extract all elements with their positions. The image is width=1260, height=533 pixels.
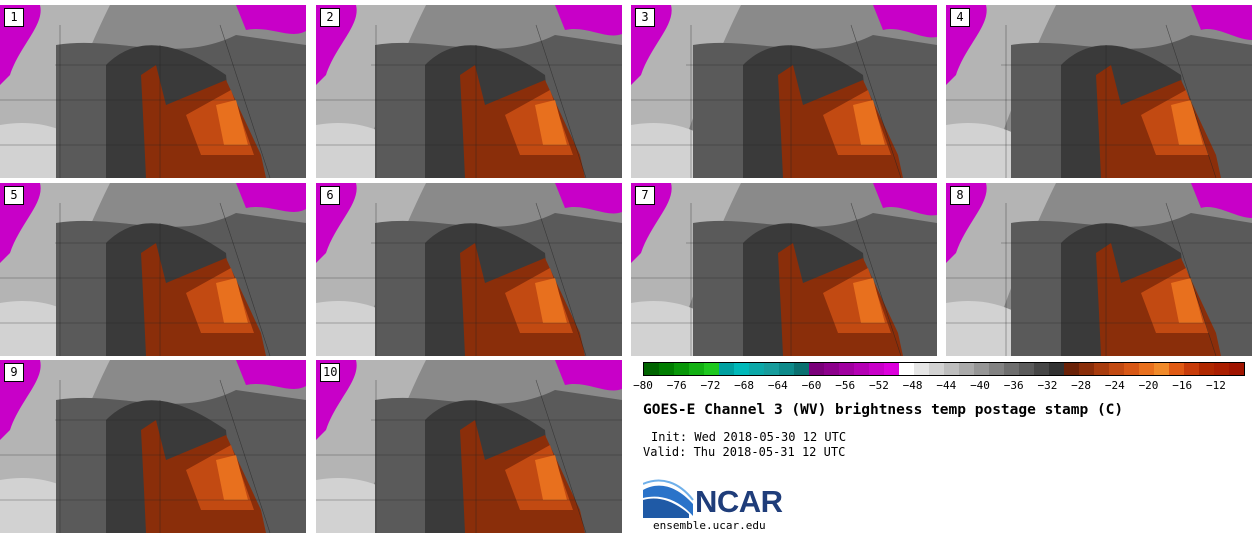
- colorbar-tick-label: −28: [1071, 379, 1092, 392]
- colorbar-tick-label: −32: [1037, 379, 1058, 392]
- panel-number-label: 3: [635, 8, 655, 27]
- panel-number-label: 6: [320, 186, 340, 205]
- figure-title: GOES-E Channel 3 (WV) brightness temp po…: [643, 402, 1124, 418]
- colorbar-swatch: [944, 363, 959, 375]
- colorbar-swatch: [1004, 363, 1019, 375]
- colorbar-swatch: [1049, 363, 1064, 375]
- colorbar-tick-label: −80: [633, 379, 653, 392]
- forecast-panel: 4: [946, 5, 1252, 178]
- forecast-panel: 7: [631, 183, 937, 356]
- colorbar-swatch: [1154, 363, 1169, 375]
- colorbar-swatch: [674, 363, 689, 375]
- forecast-panel: 9: [0, 360, 306, 533]
- colorbar-swatch: [1019, 363, 1034, 375]
- ncar-wordmark: NCAR: [695, 484, 783, 519]
- colorbar-swatch: [869, 363, 884, 375]
- colorbar-swatch: [884, 363, 899, 375]
- colorbar-swatch: [764, 363, 779, 375]
- colorbar-tick-label: −20: [1138, 379, 1159, 392]
- forecast-panel: 8: [946, 183, 1252, 356]
- colorbar-swatch: [989, 363, 1004, 375]
- forecast-panel: 6: [316, 183, 622, 356]
- colorbar-swatch: [959, 363, 974, 375]
- colorbar-swatch: [719, 363, 734, 375]
- wv-map: [316, 5, 622, 178]
- website-url: ensemble.ucar.edu: [653, 519, 766, 532]
- forecast-panel: 1: [0, 5, 306, 178]
- valid-time: Valid: Thu 2018-05-31 12 UTC: [643, 445, 846, 459]
- panel-number-label: 1: [4, 8, 24, 27]
- wv-map: [0, 5, 306, 178]
- colorbar-tick-label: −52: [868, 379, 889, 392]
- colorbar-swatch: [809, 363, 824, 375]
- colorbar-swatch: [1064, 363, 1079, 375]
- panel-number-label: 8: [950, 186, 970, 205]
- ncar-logo: NCAR: [642, 476, 803, 520]
- colorbar-tick-label: −44: [936, 379, 957, 392]
- colorbar-tick-label: −24: [1104, 379, 1125, 392]
- colorbar-swatch: [644, 363, 659, 375]
- colorbar-swatch: [929, 363, 944, 375]
- panel-number-label: 10: [320, 363, 341, 382]
- colorbar-swatch: [839, 363, 854, 375]
- colorbar-swatch: [1094, 363, 1109, 375]
- wv-map: [946, 5, 1252, 178]
- colorbar-swatch: [914, 363, 929, 375]
- colorbar-swatch: [1214, 363, 1229, 375]
- colorbar-tick-label: −40: [970, 379, 990, 392]
- colorbar-swatch: [974, 363, 989, 375]
- colorbar-swatch: [1229, 363, 1244, 375]
- colorbar-swatch: [1169, 363, 1184, 375]
- panel-number-label: 2: [320, 8, 340, 27]
- forecast-panel: 3: [631, 5, 937, 178]
- colorbar-tick-label: −60: [801, 379, 822, 392]
- colorbar-swatch: [1034, 363, 1049, 375]
- colorbar-swatch: [659, 363, 674, 375]
- colorbar-swatch: [1199, 363, 1214, 375]
- colorbar-swatch: [794, 363, 809, 375]
- colorbar-swatch: [734, 363, 749, 375]
- colorbar-swatch: [1124, 363, 1139, 375]
- colorbar-tick-label: −48: [902, 379, 923, 392]
- wv-map: [631, 5, 937, 178]
- colorbar-tick-label: −12: [1205, 379, 1226, 392]
- colorbar-tick-label: −16: [1172, 379, 1193, 392]
- wv-map: [631, 183, 937, 356]
- colorbar-swatch: [779, 363, 794, 375]
- panel-number-label: 7: [635, 186, 655, 205]
- colorbar-ticks: −80 −76 −72 −68 −64 −60 −56 −52 −48 −44 −40 −36 −32−…: [633, 379, 1249, 393]
- colorbar-swatch: [1184, 363, 1199, 375]
- ncar-swoosh-icon: [642, 479, 694, 518]
- forecast-panel: 10: [316, 360, 622, 533]
- panel-number-label: 5: [4, 186, 24, 205]
- colorbar: [643, 362, 1245, 376]
- panel-number-label: 4: [950, 8, 970, 27]
- colorbar-swatch: [749, 363, 764, 375]
- panel-number-label: 9: [4, 363, 24, 382]
- colorbar-swatch: [704, 363, 719, 375]
- wv-map: [0, 183, 306, 356]
- wv-map: [946, 183, 1252, 356]
- forecast-panel: 2: [316, 5, 622, 178]
- colorbar-tick-label: −72: [700, 379, 721, 392]
- colorbar-tick-label: −56: [835, 379, 856, 392]
- colorbar-swatch: [1109, 363, 1124, 375]
- forecast-panel: 5: [0, 183, 306, 356]
- init-time: Init: Wed 2018-05-30 12 UTC: [651, 430, 847, 444]
- colorbar-tick-label: −68: [734, 379, 755, 392]
- colorbar-tick-label: −64: [767, 379, 788, 392]
- wv-map: [0, 360, 306, 533]
- colorbar-swatch: [854, 363, 869, 375]
- colorbar-tick-label: −76: [666, 379, 687, 392]
- colorbar-swatch: [824, 363, 839, 375]
- colorbar-tick-label: −36: [1003, 379, 1024, 392]
- colorbar-swatch: [1079, 363, 1094, 375]
- colorbar-swatch: [689, 363, 704, 375]
- wv-map: [316, 183, 622, 356]
- colorbar-swatch: [1139, 363, 1154, 375]
- colorbar-swatch: [899, 363, 914, 375]
- wv-map: [316, 360, 622, 533]
